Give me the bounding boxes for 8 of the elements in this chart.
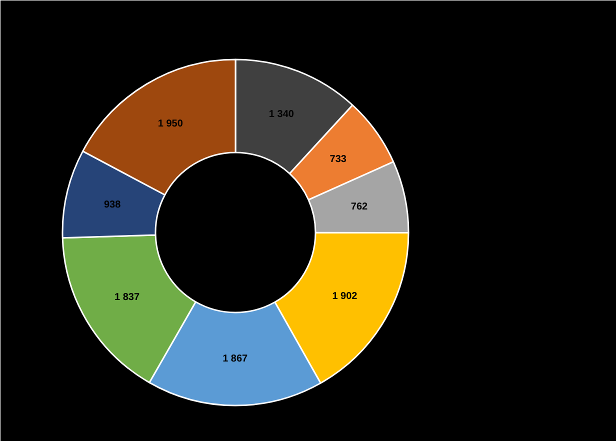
data-label: 1 837 [114, 292, 140, 304]
data-label: 1 340 [268, 109, 294, 120]
data-label: 762 [350, 202, 368, 213]
data-label: 938 [104, 199, 122, 210]
data-label: 1 867 [222, 354, 248, 364]
data-label: 1 902 [332, 290, 358, 302]
data-label: 733 [330, 154, 347, 166]
data-label: 1 950 [158, 118, 184, 130]
